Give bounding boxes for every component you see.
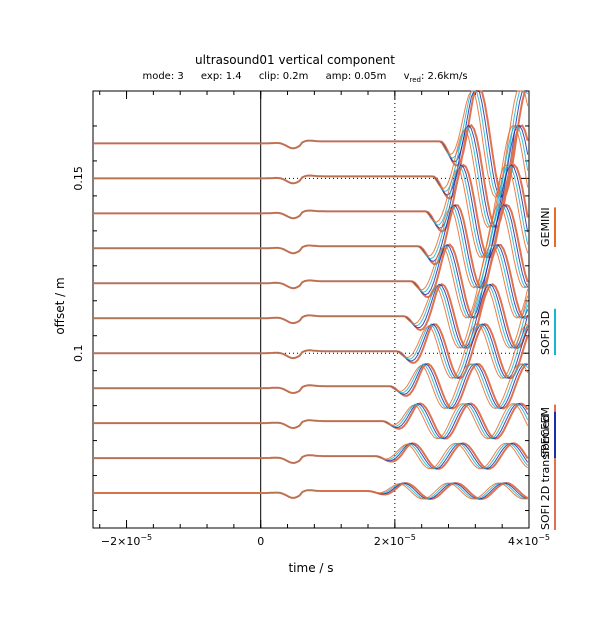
trace-gemini-3 xyxy=(93,204,529,289)
legend-label-3: GEMINI xyxy=(539,207,552,247)
param-clip: clip: 0.2m xyxy=(259,71,309,82)
trace-gemini-8 xyxy=(93,403,529,440)
trace-sofi-2d-transformed-10 xyxy=(93,481,529,501)
trace-layer xyxy=(93,90,529,501)
x-tick-label: 4×10−5 xyxy=(508,533,550,548)
param-mode: mode: 3 xyxy=(142,71,183,82)
x-axis-label: time / s xyxy=(288,561,333,575)
legend-label-1: SPECFEM xyxy=(539,407,552,458)
param-vred: v xyxy=(404,71,410,82)
trace-gemini-2 xyxy=(93,164,529,258)
trace-sofi-2d-transformed-3 xyxy=(93,203,529,290)
plot-frame xyxy=(92,90,530,529)
trace-gemini-4 xyxy=(93,244,529,319)
trace-gemini-6 xyxy=(93,323,528,379)
trace-sofi-2d-transformed-6 xyxy=(93,322,529,380)
trace-sofi-2d-transformed-9 xyxy=(93,442,529,470)
legend-label-0: SOFI 2D transformed xyxy=(539,415,552,530)
x-tick-label: −2×10−5 xyxy=(101,533,152,548)
y-axis-label: offset / m xyxy=(53,277,67,334)
chart-title: ultrasound01 vertical component xyxy=(195,53,395,67)
axis-layer: −2×10−5 0 2×10−5 4×10−5 0.1 0.15 xyxy=(72,91,550,548)
y-tick-label: 0.1 xyxy=(72,344,85,362)
param-vred-value: : 2.6km/s xyxy=(421,71,468,82)
trace-gemini-1 xyxy=(93,124,529,229)
trace-gemini-0 xyxy=(93,90,529,199)
trace-gemini-7 xyxy=(93,363,529,410)
y-tick-label: 0.15 xyxy=(72,166,85,191)
trace-gemini-9 xyxy=(93,442,529,470)
param-exp: exp: 1.4 xyxy=(201,71,242,82)
trace-gemini-5 xyxy=(93,283,529,349)
chart-params: mode: 3 exp: 1.4 clip: 0.2m amp: 0.05m v… xyxy=(142,71,467,84)
legend-label-2: SOFI 3D xyxy=(539,311,552,355)
x-tick-label: 0 xyxy=(257,535,264,548)
param-amp: amp: 0.05m xyxy=(326,71,387,82)
param-vred-sub: red xyxy=(410,76,421,84)
x-tick-label: 2×10−5 xyxy=(374,533,416,548)
trace-sofi-2d-transformed-8 xyxy=(93,402,529,440)
trace-gemini-10 xyxy=(93,482,528,500)
